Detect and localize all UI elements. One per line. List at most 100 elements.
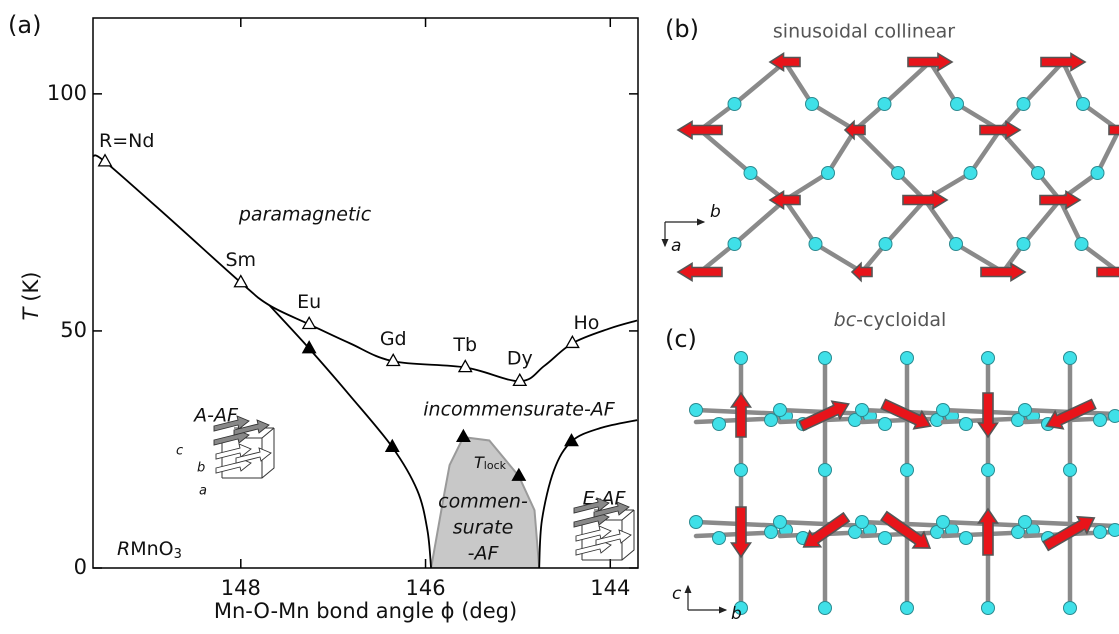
spin-arrow [903, 191, 947, 208]
y-tick-label: 50 [60, 318, 87, 342]
compound-formula: MnO [130, 538, 173, 560]
bond [930, 62, 957, 104]
panel-label: (b) [665, 15, 699, 43]
oxygen [728, 238, 741, 251]
x-axis-label: Mn-O-Mn bond angle ϕ (deg) [214, 599, 517, 623]
oxygen [690, 404, 703, 417]
phase-label: paramagnetic [238, 204, 372, 226]
oxygen [690, 516, 703, 529]
oxygen [806, 98, 819, 111]
point-label: Ho [573, 312, 599, 334]
oxygen [892, 167, 905, 180]
oxygen [901, 464, 914, 477]
spin-arrow [908, 54, 952, 71]
oxygen [1064, 352, 1077, 365]
oxygen [937, 516, 950, 529]
phase-label: surate [453, 517, 514, 539]
spin-arrow [1040, 191, 1080, 208]
inset-axis: b [197, 461, 205, 476]
x-tick-label: 148 [221, 576, 261, 600]
bond [1098, 130, 1119, 173]
oxygen [1032, 167, 1045, 180]
bond [700, 130, 751, 173]
spin-sketch [574, 498, 634, 560]
oxygen [878, 98, 891, 111]
x-tick-label: 146 [405, 576, 445, 600]
title-rest: -cycloidal [856, 309, 946, 331]
axis-letter: b [731, 604, 742, 624]
axis-letter: b [710, 202, 721, 222]
oxygen [982, 464, 995, 477]
spin-arrow [979, 393, 998, 437]
bond [885, 62, 931, 104]
y-axis-label: T (K) [19, 272, 43, 321]
oxygen [735, 464, 748, 477]
inset-axis: c [176, 444, 183, 459]
bond [1024, 200, 1061, 244]
axes-b: b a [665, 202, 721, 256]
oxygen [982, 602, 995, 615]
oxygen [1019, 404, 1032, 417]
oxygen [713, 418, 726, 431]
oxygen [1077, 98, 1090, 111]
axis-letter: a [671, 236, 681, 256]
oxygen [774, 404, 787, 417]
phase-label: -AF [468, 543, 500, 565]
oxygen [822, 167, 835, 180]
spin-arrow [1041, 54, 1085, 71]
oxygen [960, 532, 973, 545]
panel-title: sinusoidal collinear [773, 21, 955, 43]
oxygen [728, 98, 741, 111]
oxygen [765, 526, 778, 539]
panel-title: bc-cycloidal [834, 309, 947, 331]
panel-label: (c) [665, 325, 697, 353]
oxygen [1017, 98, 1030, 111]
oxygen [819, 602, 832, 615]
oxygen [765, 414, 778, 427]
point-label: Tb [452, 334, 477, 356]
cycloidal-structure [690, 352, 1119, 615]
oxygen [1109, 410, 1119, 423]
oxygen [901, 352, 914, 365]
bond [735, 62, 786, 104]
point-label: Dy [507, 348, 533, 370]
oxygen [960, 418, 973, 431]
y-tick-label: 0 [74, 555, 87, 579]
oxygen [774, 516, 787, 529]
spin-arrow [732, 393, 751, 437]
oxygen [713, 532, 726, 545]
bond [816, 244, 863, 272]
bond [855, 130, 898, 173]
compound-prefix: R [117, 538, 130, 560]
oxygen [856, 404, 869, 417]
open-triangle [99, 155, 112, 166]
axes-c: c b [672, 584, 742, 624]
oxygen [1017, 238, 1030, 251]
y-axis-symbol: T [19, 306, 43, 321]
oxygen [964, 167, 977, 180]
collinear-structure [678, 54, 1119, 281]
oxygen [879, 532, 892, 545]
filled-triangle [565, 434, 578, 445]
filled-triangle [457, 430, 470, 441]
oxygen [950, 238, 963, 251]
point-label: Sm [226, 249, 257, 271]
oxygen [819, 352, 832, 365]
oxygen [1064, 464, 1077, 477]
oxygen [856, 516, 869, 529]
y-tick-label: 100 [47, 81, 87, 105]
panel-label: (a) [8, 11, 41, 39]
oxygen [1094, 414, 1107, 427]
point-label: Eu [297, 291, 321, 313]
bond [925, 200, 956, 244]
oxygen [1094, 526, 1107, 539]
oxygen [809, 238, 822, 251]
y-axis-unit: (K) [19, 272, 43, 302]
oxygen [982, 352, 995, 365]
open-triangle [234, 276, 247, 287]
oxygen [879, 238, 892, 251]
phase-boundary [269, 305, 431, 568]
oxygen [1064, 602, 1077, 615]
oxygen [744, 167, 757, 180]
